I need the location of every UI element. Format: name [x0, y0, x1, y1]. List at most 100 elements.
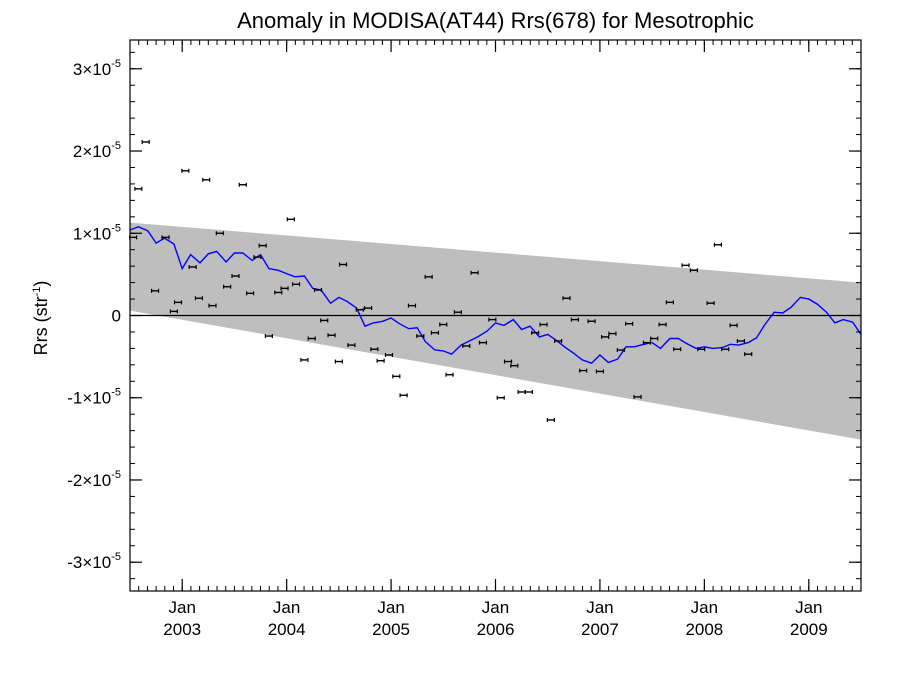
- data-point: [496, 395, 505, 400]
- data-point: [363, 306, 373, 311]
- data-point: [291, 282, 301, 287]
- x-tick-label-month: Jan: [169, 598, 196, 617]
- y-tick-label-mantissa: -2×10: [67, 471, 111, 490]
- data-point: [280, 286, 289, 291]
- data-point: [407, 303, 417, 308]
- data-point: [208, 303, 217, 308]
- data-point: [510, 363, 519, 368]
- data-point: [202, 177, 211, 182]
- data-point: [430, 330, 440, 335]
- data-point: [258, 243, 267, 248]
- data-point: [223, 284, 232, 289]
- data-point: [673, 347, 682, 352]
- data-point: [517, 389, 526, 394]
- data-point: [392, 374, 401, 379]
- y-tick-label-mantissa: -1×10: [67, 389, 111, 408]
- data-point: [424, 274, 433, 279]
- data-point: [681, 263, 690, 268]
- data-point: [562, 296, 571, 301]
- data-point: [539, 322, 548, 327]
- chart-title: Anomaly in MODISA(AT44) Rrs(678) for Mes…: [237, 8, 754, 33]
- data-point: [376, 358, 385, 363]
- data-point: [503, 359, 513, 364]
- data-point: [307, 336, 316, 341]
- data-point: [579, 368, 588, 373]
- data-point: [320, 318, 329, 323]
- data-point: [470, 270, 479, 275]
- data-point: [462, 343, 471, 348]
- x-tick-label-month: Jan: [482, 598, 509, 617]
- data-point: [665, 300, 674, 305]
- data-point: [439, 322, 448, 327]
- data-point: [327, 333, 336, 338]
- x-tick-label-year: 2007: [581, 620, 619, 639]
- data-point: [531, 330, 540, 335]
- data-point: [546, 417, 555, 422]
- y-axis-label: Rrs (str-1): [31, 281, 51, 356]
- data-point: [194, 296, 204, 301]
- data-point: [370, 347, 379, 352]
- data-point: [658, 322, 667, 327]
- y-tick-label-mantissa: 3×10: [73, 60, 111, 79]
- x-tick-label-month: Jan: [795, 598, 822, 617]
- y-axis-label-sup: -1: [31, 287, 43, 297]
- data-point: [697, 347, 706, 352]
- data-point: [729, 323, 738, 328]
- data-point: [313, 288, 323, 293]
- data-point: [384, 352, 394, 357]
- confidence-band: [130, 222, 861, 440]
- data-point: [173, 300, 183, 305]
- data-point: [347, 343, 356, 348]
- y-tick-label: 3×10-5: [73, 58, 121, 79]
- data-point: [416, 334, 425, 339]
- y-tick-label: 1×10-5: [73, 222, 121, 243]
- y-tick-label-exponent: -5: [111, 469, 121, 481]
- data-point: [274, 290, 283, 295]
- running-mean-layer: [129, 225, 862, 365]
- y-tick-label-exponent: -5: [111, 140, 121, 152]
- data-point: [264, 334, 273, 339]
- data-point: [134, 186, 143, 191]
- data-point: [169, 309, 178, 314]
- data-point: [181, 168, 190, 173]
- running-mean-line: [129, 225, 862, 365]
- data-point: [478, 340, 488, 345]
- data-point: [245, 291, 255, 296]
- data-point: [595, 369, 605, 374]
- y-tick-label-mantissa: 0: [112, 307, 121, 326]
- y-tick-label-mantissa: -3×10: [67, 553, 111, 572]
- data-point: [141, 139, 150, 144]
- data-point: [355, 307, 364, 312]
- x-tick-label-year: 2009: [790, 620, 828, 639]
- data-point: [215, 231, 224, 236]
- x-tick-label-year: 2004: [268, 620, 306, 639]
- axes-layer: 3×10-52×10-51×10-50-1×10-5-2×10-5-3×10-5…: [67, 39, 862, 639]
- y-tick-label: -1×10-5: [67, 387, 121, 408]
- x-tick-label-year: 2003: [163, 620, 201, 639]
- data-point: [338, 262, 348, 267]
- x-tick-label-month: Jan: [691, 598, 718, 617]
- data-point: [633, 394, 642, 399]
- data-point: [570, 317, 579, 322]
- x-tick-label-month: Jan: [586, 598, 613, 617]
- y-tick-label-exponent: -5: [111, 387, 121, 399]
- data-point: [713, 242, 723, 247]
- data-point: [150, 288, 160, 293]
- y-tick-label: 2×10-5: [73, 140, 121, 161]
- data-point: [161, 235, 170, 240]
- y-tick-label-exponent: -5: [111, 58, 121, 70]
- x-tick-label-year: 2006: [477, 620, 515, 639]
- y-tick-label-mantissa: 1×10: [73, 224, 111, 243]
- y-axis-label-main: Rrs (str: [31, 296, 51, 355]
- data-point: [445, 372, 454, 377]
- data-point: [334, 359, 343, 364]
- data-point: [689, 268, 699, 273]
- data-point: [300, 357, 309, 362]
- y-tick-label: -3×10-5: [67, 551, 121, 572]
- data-point: [608, 331, 617, 336]
- data-point: [554, 338, 563, 343]
- data-point: [188, 264, 197, 269]
- data-point: [286, 217, 295, 222]
- data-point: [253, 255, 262, 260]
